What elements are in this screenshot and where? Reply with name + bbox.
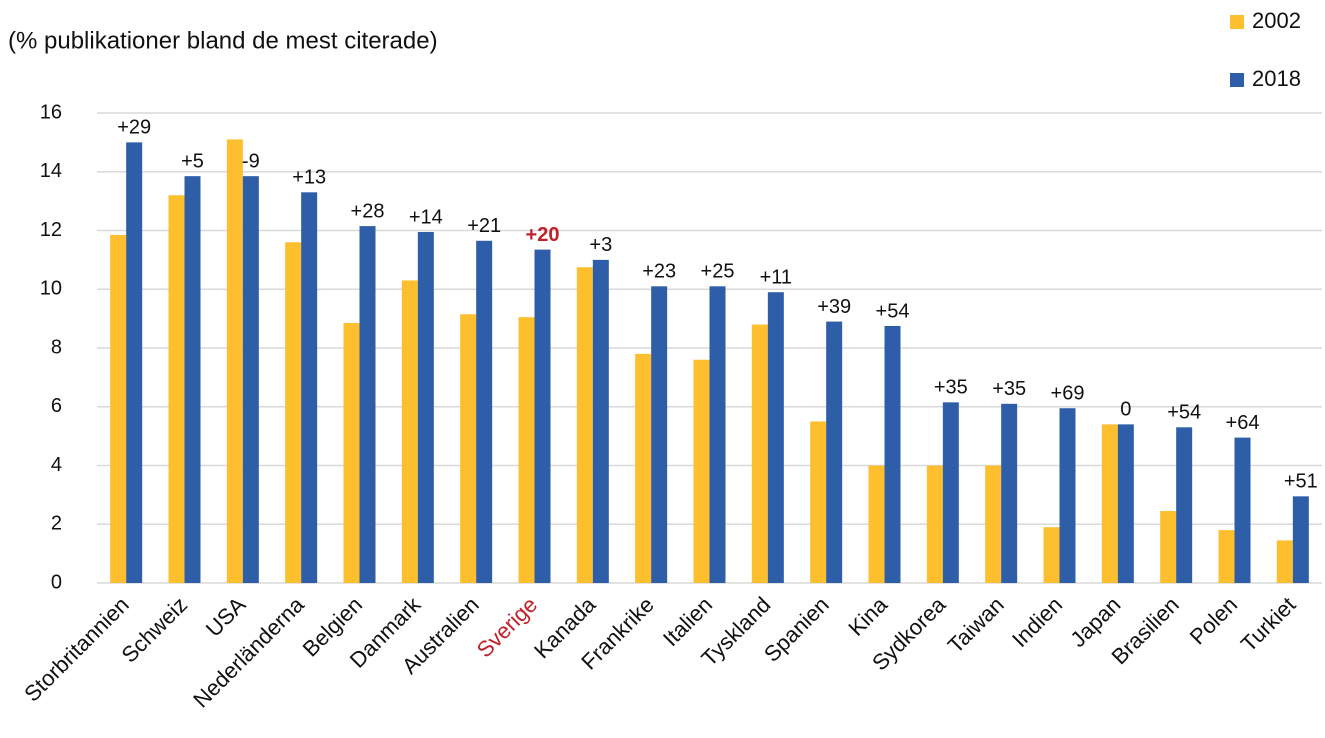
bar xyxy=(826,321,843,583)
x-tick-label: Taiwan xyxy=(943,592,1009,658)
annotation: +35 xyxy=(934,377,968,399)
x-tick-label: Indien xyxy=(1007,592,1067,652)
y-tick-label: 10 xyxy=(40,278,62,300)
y-tick-label: 0 xyxy=(51,571,62,593)
bar xyxy=(884,325,901,583)
x-tick-label: Schweiz xyxy=(117,592,193,668)
bar xyxy=(359,226,376,583)
bar xyxy=(592,259,609,583)
bar xyxy=(1043,527,1060,583)
x-tick-label: Spanien xyxy=(759,592,834,667)
bar xyxy=(1101,424,1118,583)
annotation: +25 xyxy=(701,261,735,283)
annotation: +23 xyxy=(642,261,676,283)
bar xyxy=(1292,496,1309,583)
bar xyxy=(242,176,259,583)
annotation: +64 xyxy=(1226,412,1260,434)
legend-swatch xyxy=(1230,73,1244,87)
bar xyxy=(285,242,302,583)
x-tick-label: USA xyxy=(201,592,251,642)
annotation: -9 xyxy=(242,150,260,172)
x-tick-label: Turkiet xyxy=(1236,592,1301,657)
bar xyxy=(343,323,360,583)
bar xyxy=(810,421,827,583)
annotation: +11 xyxy=(760,266,792,288)
annotation: +39 xyxy=(817,296,851,318)
bar xyxy=(635,353,652,583)
bar xyxy=(1176,427,1193,583)
bar xyxy=(693,359,710,583)
annotation: 0 xyxy=(1120,399,1131,421)
bar xyxy=(476,240,493,583)
bar xyxy=(460,314,477,583)
annotation: +14 xyxy=(409,206,443,228)
x-tick-label: Kina xyxy=(843,591,892,640)
annotation: +20 xyxy=(526,224,560,246)
y-tick-label: 4 xyxy=(51,454,62,476)
bar xyxy=(985,465,1002,583)
legend-label: 2002 xyxy=(1252,8,1301,33)
legend-label: 2018 xyxy=(1252,66,1301,91)
bar xyxy=(417,231,434,583)
bar xyxy=(301,192,318,583)
bar xyxy=(401,280,418,583)
bar xyxy=(518,317,535,583)
y-tick-label: 12 xyxy=(40,219,62,241)
bar xyxy=(110,234,127,583)
bar xyxy=(1001,403,1018,583)
bar xyxy=(168,195,185,583)
legend-swatch xyxy=(1230,15,1244,29)
annotation: +54 xyxy=(1167,402,1201,424)
x-tick-label: Sverige xyxy=(472,592,542,662)
bar xyxy=(868,465,885,583)
annotation: +28 xyxy=(351,200,385,222)
bar xyxy=(1218,530,1235,583)
bar xyxy=(1234,437,1251,583)
annotation: +51 xyxy=(1284,471,1318,493)
bar xyxy=(926,465,943,583)
annotation: +69 xyxy=(1051,383,1085,405)
y-tick-label: 14 xyxy=(40,160,62,182)
annotation: +13 xyxy=(292,167,326,189)
bar xyxy=(1160,511,1177,583)
bar xyxy=(1059,408,1076,583)
bar xyxy=(751,324,768,583)
annotation: +29 xyxy=(117,117,151,139)
bar xyxy=(1276,540,1293,583)
chart-title: (% publikationer bland de mest citerade) xyxy=(8,27,438,54)
y-tick-label: 6 xyxy=(51,395,62,417)
annotation: +21 xyxy=(467,215,501,237)
bar xyxy=(942,402,959,583)
bar xyxy=(767,292,784,583)
bar xyxy=(576,267,593,583)
y-tick-label: 8 xyxy=(51,336,62,358)
annotation: +5 xyxy=(181,150,204,172)
annotation: +35 xyxy=(992,378,1026,400)
bar xyxy=(184,176,201,583)
bar xyxy=(709,286,726,583)
annotation: +54 xyxy=(876,300,910,322)
bar xyxy=(534,249,551,583)
bar xyxy=(1117,424,1134,583)
bar xyxy=(126,142,143,583)
x-tick-label: Polen xyxy=(1185,592,1242,649)
bar xyxy=(226,139,243,583)
y-tick-label: 16 xyxy=(40,101,62,123)
y-tick-label: 2 xyxy=(51,513,62,535)
bar xyxy=(651,286,668,583)
annotation: +3 xyxy=(589,234,612,256)
